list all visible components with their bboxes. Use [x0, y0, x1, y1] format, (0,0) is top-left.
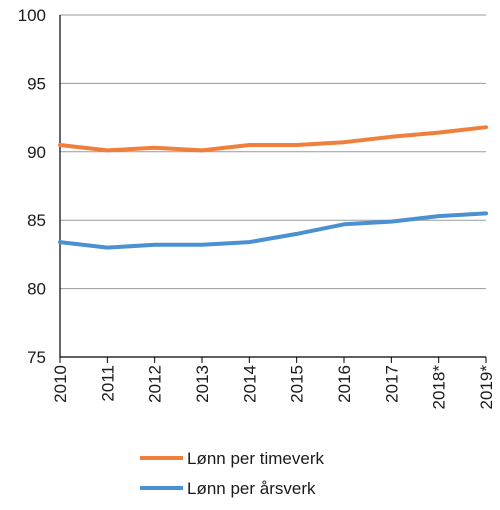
- y-tick-label: 75: [27, 348, 46, 367]
- x-tick-labels: 2010 2011 2012 2013 2014 2015 2016 2017 2018* 201…: [51, 365, 496, 410]
- y-tick-label: 90: [27, 143, 46, 162]
- series-line-0: [58, 125, 488, 153]
- x-tick-label: 2013: [193, 365, 212, 403]
- x-tick-label: 2011: [98, 365, 117, 402]
- x-tick-label: 2019*: [477, 365, 496, 410]
- legend-label-1: Lønn per årsverk: [187, 479, 316, 498]
- y-tick-label: 100: [18, 6, 46, 25]
- x-tick-label: 2010: [51, 365, 70, 403]
- series-line-1: [58, 211, 488, 250]
- gridlines: [60, 14, 486, 358]
- legend: Lønn per timeverk Lønn per årsverk: [140, 449, 324, 498]
- x-tick-label: 2012: [146, 365, 165, 403]
- axes: [59, 15, 487, 363]
- y-tick-label: 80: [27, 280, 46, 299]
- legend-label-0: Lønn per timeverk: [187, 449, 324, 468]
- y-tick-label: 85: [27, 211, 46, 230]
- y-tick-labels: 75 80 85 90 95 100: [18, 6, 46, 367]
- x-tick-label: 2017: [382, 365, 401, 403]
- x-tick-label: 2014: [240, 365, 259, 403]
- x-tick-label: 2015: [288, 365, 307, 403]
- x-tick-label: 2018*: [430, 365, 449, 410]
- x-tick-label: 2016: [335, 365, 354, 403]
- y-tick-label: 95: [27, 74, 46, 93]
- series-lines: [58, 125, 488, 250]
